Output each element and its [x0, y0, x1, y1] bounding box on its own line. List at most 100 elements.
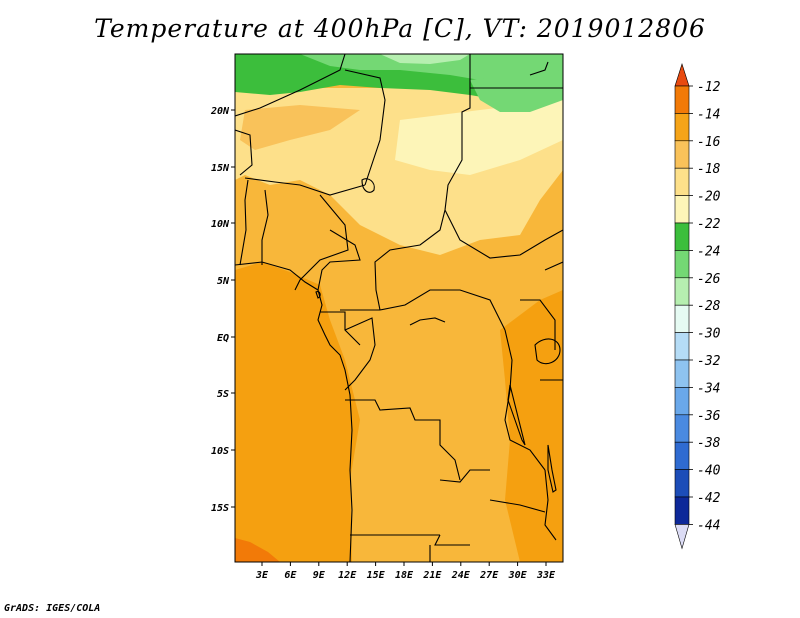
lon-tick-label: 24E [451, 570, 471, 581]
colorbar-label: -12 [697, 80, 721, 95]
colorbar-label: -32 [697, 354, 721, 369]
temperature-field [235, 54, 563, 562]
zone-hot-corner [235, 538, 280, 562]
border-egypt-libya [444, 54, 471, 211]
colorbar-box [674, 414, 690, 443]
lat-tick-label: EQ [217, 333, 229, 344]
lat-tick-label: 5S [217, 389, 229, 400]
colorbar-top-arrow [674, 63, 690, 87]
border-zambia-zimbabwe [489, 499, 546, 513]
border-niger-nigeria [244, 177, 366, 196]
border-congo [344, 317, 376, 391]
border-car-drc [340, 289, 506, 331]
colorbar-label: -34 [697, 381, 720, 396]
lon-tick-label: 3E [255, 570, 269, 581]
zone-very-light-green [380, 54, 470, 64]
lon-tick-label: 27E [479, 570, 499, 581]
lake-malawi [547, 444, 557, 493]
colorbar-label: -20 [697, 190, 721, 205]
longitude-axis: 3E 6E 9E 12E 15E 18E 21E 24E 27E 30E 33E [255, 562, 556, 581]
colorbar-bottom-arrow [674, 524, 690, 550]
border-mozambique [544, 469, 557, 541]
colorbar: -12 -14 -16 -18 -20 -22 -24 -26 -28 -30 -32 -34 -36 -… [674, 63, 721, 550]
border-mali-niger [235, 129, 253, 176]
border-togo [239, 179, 249, 266]
colorbar-box [674, 195, 690, 224]
border-zambia-namibia [434, 534, 470, 546]
colorbar-label: -14 [697, 107, 720, 122]
border-drc-east [504, 329, 546, 471]
colorbar-box [674, 167, 690, 196]
colorbar-label: -42 [697, 491, 721, 506]
border-kenya [544, 261, 563, 271]
border-angola-zambia [439, 469, 490, 483]
lon-tick-label: 33E [536, 570, 556, 581]
lon-tick-label: 18E [395, 570, 414, 581]
colorbar-box [674, 496, 690, 525]
lat-tick-label: 20N [210, 106, 230, 117]
border-chad-sudan [374, 209, 446, 311]
colorbar-box [674, 469, 690, 498]
colorbar-box [674, 304, 690, 333]
lat-tick-label: 10N [211, 219, 230, 230]
lon-tick-label: 12E [338, 570, 357, 581]
colorbar-box [674, 250, 690, 279]
colorbar-label: -26 [697, 272, 721, 287]
colorbar-label: -36 [697, 409, 721, 424]
lat-tick-label: 15N [211, 163, 230, 174]
lake-victoria [534, 338, 561, 365]
colorbar-label: -24 [697, 244, 720, 259]
border-libya-chad [344, 69, 386, 186]
border-cameroon-gabon [320, 311, 361, 346]
lat-tick-label: 5N [217, 276, 230, 287]
zone-light-yellow-band [395, 100, 563, 175]
lon-tick-label: 6E [284, 570, 297, 581]
colorbar-box [674, 387, 690, 416]
border-sudan-southsudan [444, 209, 563, 259]
colorbar-label: -40 [697, 464, 721, 479]
lon-tick-label: 9E [313, 570, 326, 581]
colorbar-box [674, 113, 690, 142]
colorbar-box [674, 332, 690, 361]
lake-tanganyika [507, 384, 526, 446]
lat-tick-label: 15S [211, 503, 229, 514]
border-chad-car [317, 229, 361, 291]
colorbar-box [674, 222, 690, 251]
lon-tick-label: 21E [422, 570, 442, 581]
border-nigeria-cameroon [294, 194, 349, 291]
border-drc-angola [345, 399, 461, 481]
coast-gulf-guinea [235, 261, 353, 562]
colorbar-box [674, 441, 690, 470]
zone-cool-patch [470, 70, 563, 112]
map-frame [234, 53, 564, 563]
lon-tick-label: 30E [508, 570, 528, 581]
colorbar-label: -30 [697, 327, 721, 342]
colorbar-label: -16 [697, 135, 721, 150]
lat-tick-label: 10S [211, 446, 229, 457]
colorbar-label: -22 [697, 217, 721, 232]
colorbar-box [674, 277, 690, 306]
border-uganda [520, 299, 556, 350]
colorbar-label: -18 [697, 162, 721, 177]
coast-red-sea [529, 61, 549, 76]
colorbar-box [674, 85, 690, 114]
zone-light-green [300, 54, 563, 80]
colorbar-label: -38 [697, 436, 721, 451]
lake-chad [361, 178, 375, 193]
border-algeria-niger [235, 54, 346, 117]
zone-yellow [240, 105, 360, 150]
zone-warm-orange [235, 262, 360, 562]
congo-river [409, 317, 446, 326]
colorbar-box [674, 359, 690, 388]
country-borders [235, 54, 563, 562]
bioko-island [315, 291, 321, 299]
lon-tick-label: 15E [367, 570, 386, 581]
latitude-axis: 20N 15N 10N 5N EQ 5S 10S 15S [210, 106, 235, 514]
border-benin [261, 189, 269, 265]
colorbar-box [674, 140, 690, 169]
chart-title: Temperature at 400hPa [C], VT: 201901280… [94, 14, 706, 43]
grads-credit: GrADS: IGES/COLA [4, 603, 101, 614]
colorbar-label: -44 [697, 518, 720, 533]
colorbar-label: -28 [697, 299, 721, 314]
